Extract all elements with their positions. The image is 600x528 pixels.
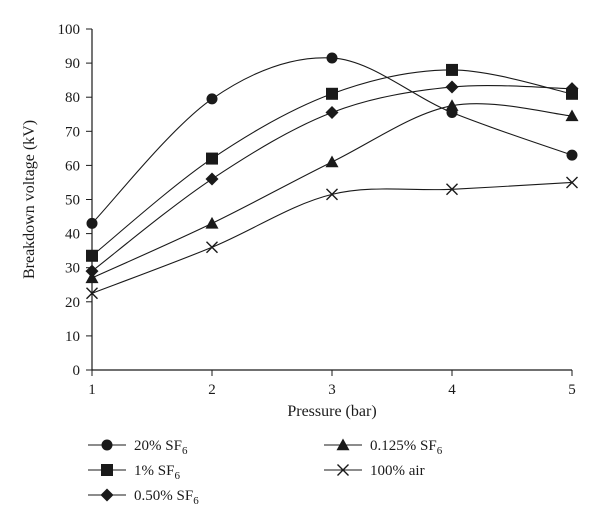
x-tick-label: 1 [88,382,96,398]
x-tick-label: 4 [448,382,456,398]
data-point [325,106,339,120]
data-point [326,52,338,64]
series-circle [86,52,578,229]
legend-label: 0.125% SF6 [370,438,443,457]
data-point [566,149,578,161]
data-point [565,82,579,96]
y-tick-label: 80 [65,90,80,106]
x-axis-title: Pressure (bar) [287,403,376,420]
data-point [445,80,459,94]
legend-item: 20% SF6 [88,438,188,457]
legend-item: 0.125% SF6 [324,438,443,457]
series-triangle [85,99,579,284]
data-point [326,87,338,100]
data-point [205,216,219,229]
data-point [566,176,578,189]
legend-label: 100% air [370,463,425,479]
data-point [326,188,338,201]
y-tick-label: 10 [65,329,80,345]
legend-label: 0.50% SF6 [134,488,199,507]
data-point [86,217,98,229]
data-point [86,287,98,300]
data-point [446,63,458,76]
data-point [206,152,218,165]
series-diamond [85,80,579,278]
y-tick-label: 70 [65,124,80,140]
data-point [205,172,219,186]
legend-item: 0.50% SF6 [88,488,199,507]
series-layer [85,52,579,300]
data-point [85,264,99,278]
x-axis-ticks: 1 2 3 4 5 [88,370,576,398]
data-point [206,93,218,105]
data-point [325,155,339,168]
legend-marker [101,464,113,476]
legend-label: 1% SF6 [134,463,180,482]
legend-item: 100% air [324,463,425,479]
y-tick-label: 100 [58,22,81,38]
y-axis-title: Breakdown voltage (kV) [21,120,38,279]
series-square [86,63,578,262]
data-point [565,109,579,122]
legend-marker [336,438,350,451]
series-line [91,57,573,224]
series-line [91,103,573,279]
data-point [446,183,458,196]
x-tick-label: 2 [208,382,216,398]
legend-label: 20% SF6 [134,438,188,457]
y-tick-label: 90 [65,56,80,72]
data-point [206,241,218,254]
data-point [86,249,98,262]
legend: 20% SF6 1% SF6 0.50% SF6 0.125% SF6 100% air [88,438,443,507]
legend-marker [101,439,113,451]
data-point [445,99,459,111]
legend-marker [100,488,114,502]
y-tick-label: 20 [65,295,80,311]
y-tick-label: 50 [65,193,80,209]
series-line [91,181,573,294]
data-point [85,271,99,284]
y-tick-label: 60 [65,158,80,174]
x-tick-label: 3 [328,382,336,398]
axes [91,29,572,371]
x-tick-label: 5 [568,382,576,398]
y-tick-label: 40 [65,227,80,243]
y-tick-label: 0 [73,363,81,379]
legend-marker [337,464,349,476]
series-cross [86,176,578,300]
legend-item: 1% SF6 [88,463,180,482]
y-tick-label: 30 [65,261,80,277]
y-axis-ticks: 0 10 20 30 40 50 60 70 80 90 100 [58,22,92,379]
